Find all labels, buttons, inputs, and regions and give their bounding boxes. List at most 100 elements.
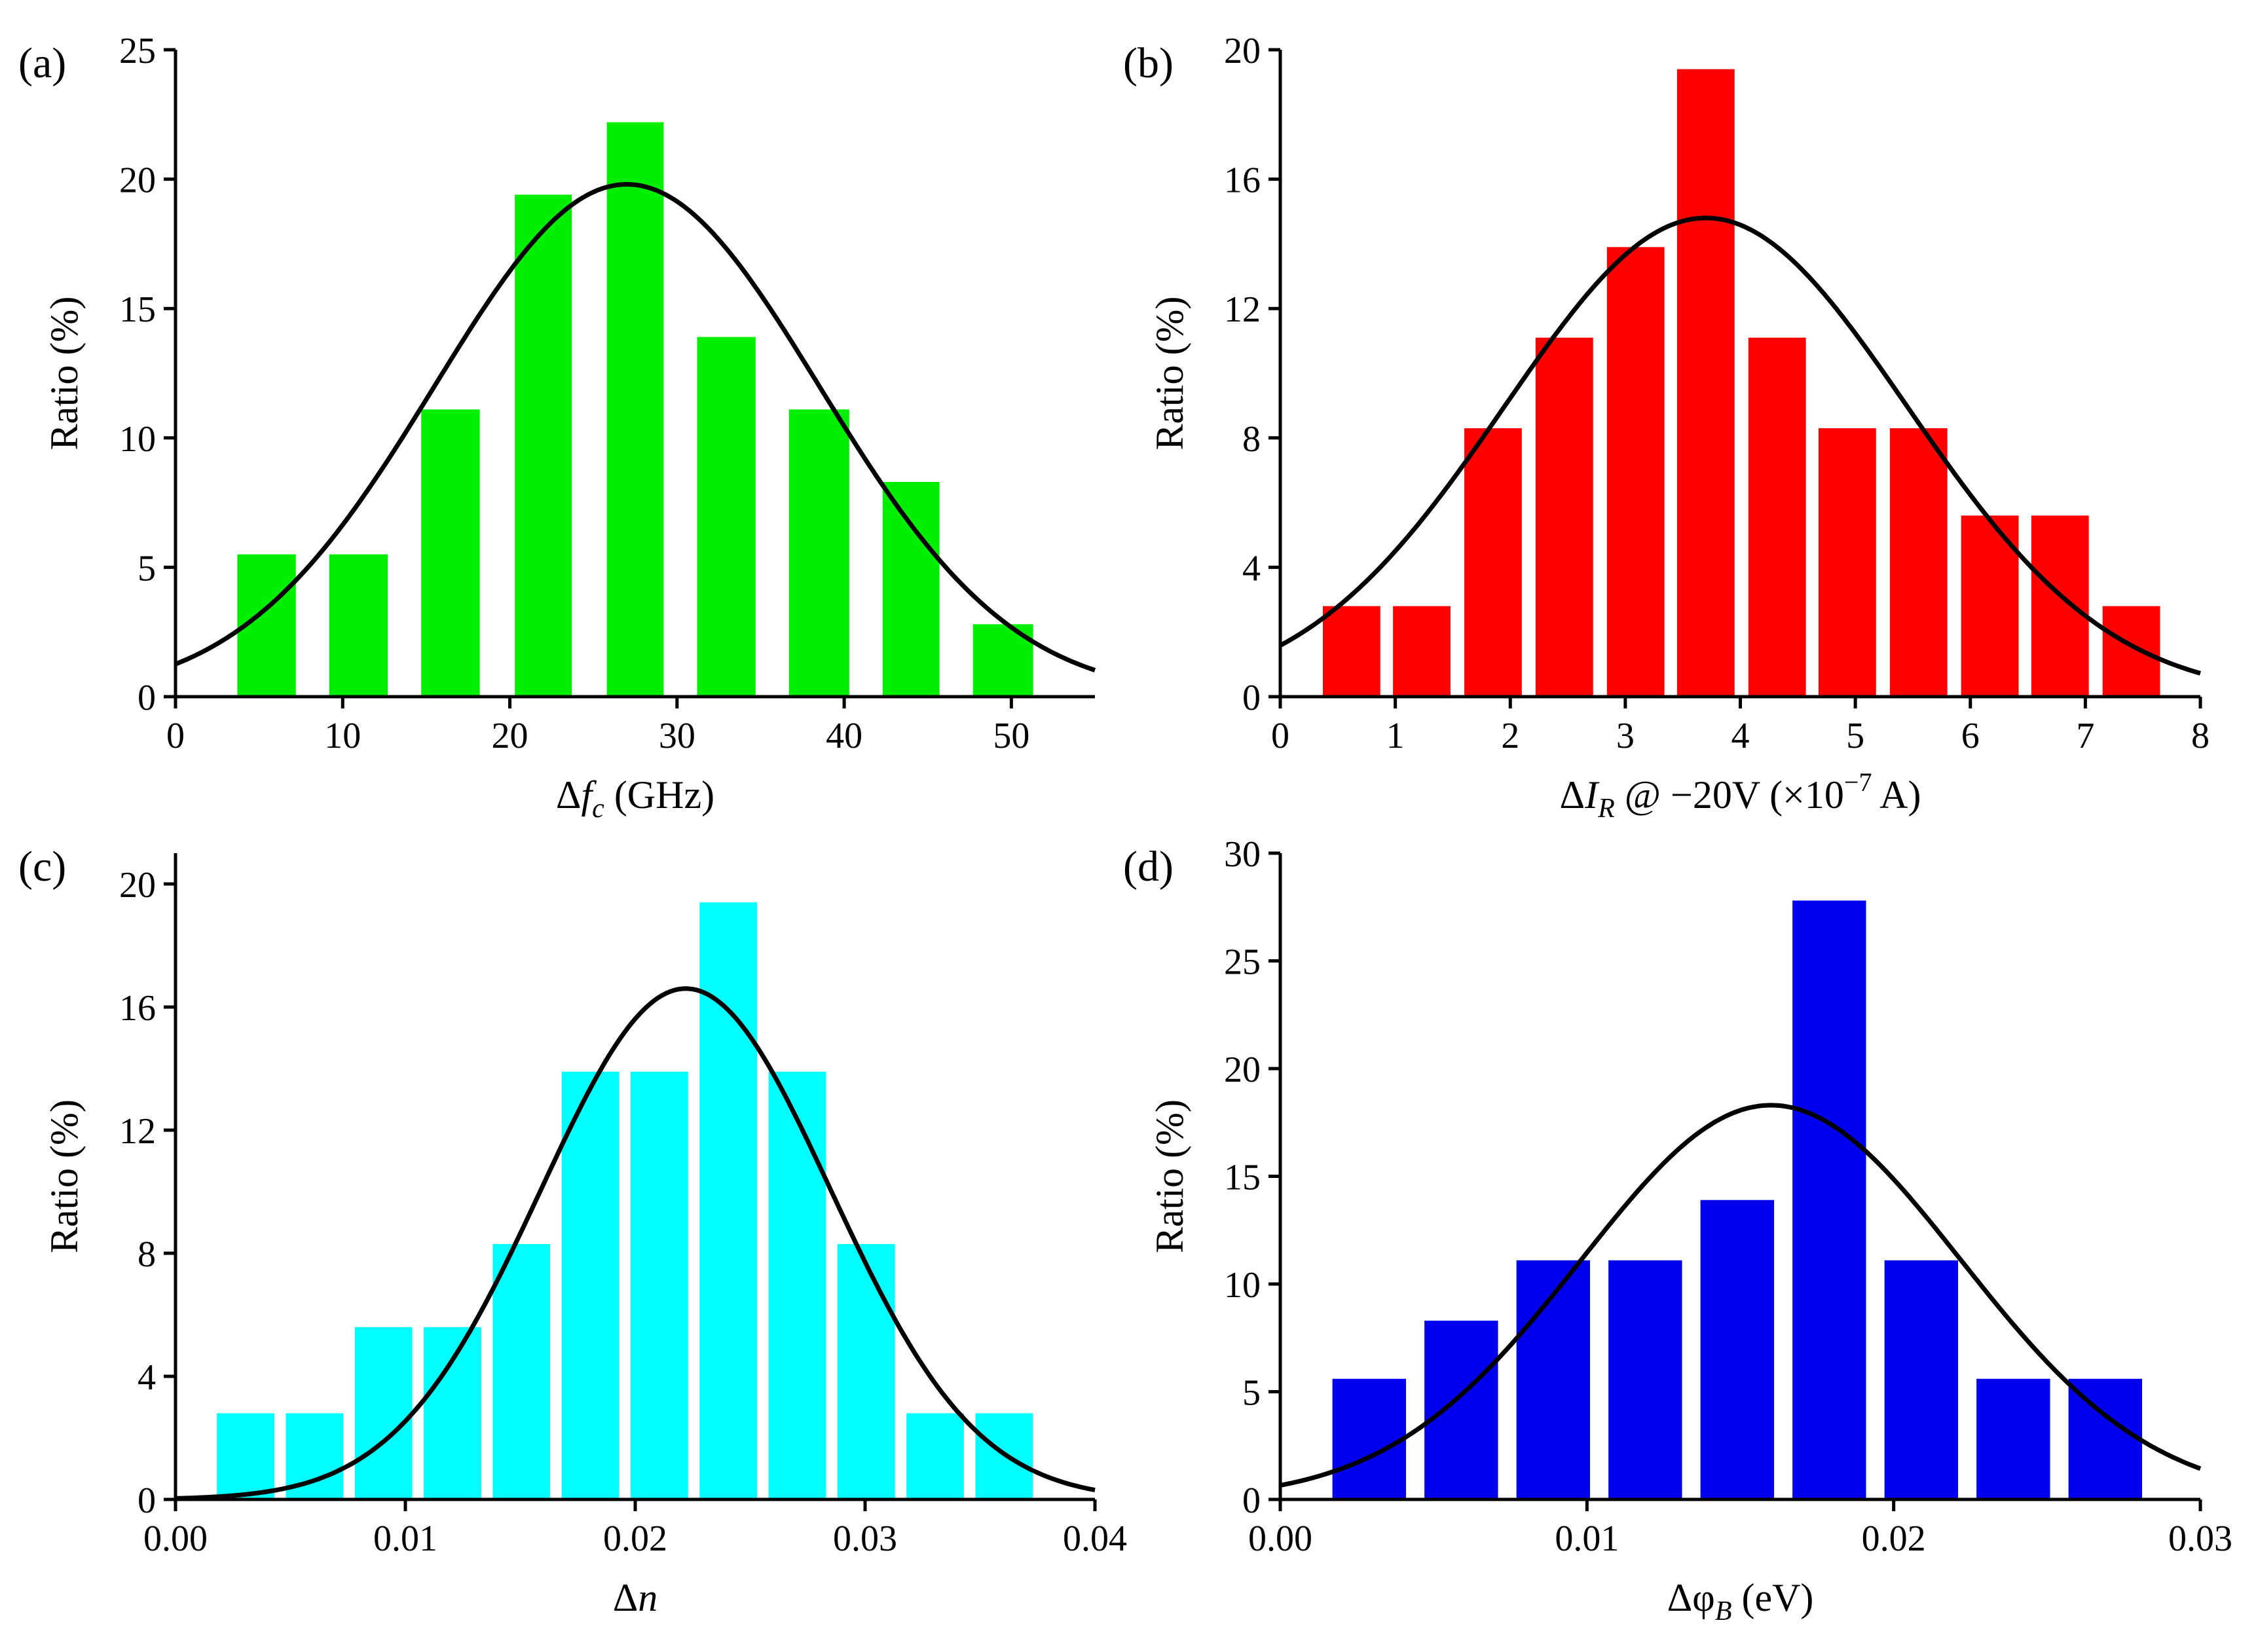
y-tick-label: 0 xyxy=(138,1480,156,1521)
x-tick-label: 40 xyxy=(826,716,862,756)
x-axis-title-part: c xyxy=(592,794,604,824)
y-tick-label: 12 xyxy=(1224,289,1261,330)
x-tick-label: 3 xyxy=(1616,716,1635,756)
bar xyxy=(1516,1260,1591,1499)
gaussian-fit-curve xyxy=(175,986,1096,1501)
x-axis-title-part: Δφ xyxy=(1667,1576,1715,1619)
x-tick-label: 0.03 xyxy=(2168,1518,2232,1559)
y-tick-label: 25 xyxy=(119,31,156,71)
x-axis-title-part: Δ xyxy=(556,773,582,817)
x-tick-label: 0.00 xyxy=(143,1518,208,1559)
x-axis-title-part: (eV) xyxy=(1731,1576,1813,1619)
y-tick-label: 8 xyxy=(138,1234,156,1275)
gaussian-fit-curve xyxy=(1280,1103,2202,1488)
bar xyxy=(1322,606,1380,697)
y-tick-label: 0 xyxy=(1242,678,1261,718)
y-tick-label: 10 xyxy=(119,419,156,460)
x-axis-title-part: −7 xyxy=(1844,767,1872,797)
x-tick-label: 4 xyxy=(1731,716,1750,756)
y-tick-label: 20 xyxy=(119,160,156,201)
y-tick-label: 12 xyxy=(119,1111,156,1152)
x-tick-label: 0.02 xyxy=(1862,1518,1926,1559)
y-tick-label: 15 xyxy=(119,289,156,330)
bar xyxy=(882,481,940,697)
y-tick-label: 0 xyxy=(138,678,156,718)
x-axis-title: Δn xyxy=(613,1576,658,1619)
bar xyxy=(1818,428,1876,697)
bar xyxy=(2031,515,2089,697)
bar xyxy=(1792,900,1866,1499)
bar xyxy=(421,409,480,697)
y-axis-title: Ratio (%) xyxy=(43,297,86,450)
bar xyxy=(788,409,849,697)
x-tick-label: 8 xyxy=(2191,716,2210,756)
x-tick-label: 0.00 xyxy=(1248,1518,1312,1559)
x-tick-label: 0 xyxy=(166,716,185,756)
y-tick-label: 5 xyxy=(138,548,156,589)
panel-label: (a) xyxy=(18,39,66,87)
bar xyxy=(697,337,756,697)
panel-label: (c) xyxy=(18,843,66,890)
x-tick-label: 0.04 xyxy=(1063,1518,1127,1559)
bar xyxy=(1606,247,1665,697)
bar xyxy=(561,1071,620,1499)
bar xyxy=(424,1327,481,1499)
bar xyxy=(1976,1378,2050,1499)
x-axis-title-part: I xyxy=(1584,773,1600,817)
y-tick-label: 5 xyxy=(1242,1373,1261,1414)
x-tick-label: 1 xyxy=(1386,716,1405,756)
bar xyxy=(1676,69,1735,697)
bar xyxy=(1393,606,1451,697)
x-axis-title-part: B xyxy=(1715,1596,1732,1626)
bar xyxy=(1464,428,1522,697)
x-axis-title: Δfc (GHz) xyxy=(556,773,714,824)
bar xyxy=(1889,428,1948,697)
y-axis-title: Ratio (%) xyxy=(1148,297,1191,450)
panel-d: 0.00 0.01 0.02 0.03 0 5 10 15 20 25 30 Ratio (%) ΔφB… xyxy=(1123,834,2232,1626)
x-tick-label: 2 xyxy=(1501,716,1519,756)
bar xyxy=(515,194,572,697)
bar xyxy=(630,1071,688,1499)
bar xyxy=(906,1413,964,1499)
y-tick-label: 16 xyxy=(1224,160,1261,201)
panel-c: 0.00 0.01 0.02 0.03 0.04 0 4 8 12 16 20 Ratio (%) Δn… xyxy=(18,843,1127,1619)
gaussian-fit-curve xyxy=(174,181,1096,672)
x-tick-label: 30 xyxy=(659,716,695,756)
x-tick-label: 6 xyxy=(1961,716,1980,756)
y-tick-label: 10 xyxy=(1224,1265,1261,1306)
x-tick-label: 10 xyxy=(324,716,361,756)
x-tick-label: 5 xyxy=(1846,716,1864,756)
x-tick-label: 20 xyxy=(492,716,528,756)
y-tick-label: 4 xyxy=(138,1357,156,1398)
x-axis-title: ΔφB (eV) xyxy=(1667,1576,1814,1626)
gaussian-fit-curve xyxy=(1279,215,2201,676)
bar xyxy=(492,1243,551,1499)
x-tick-label: 0.01 xyxy=(373,1518,437,1559)
bar xyxy=(699,902,758,1499)
bar xyxy=(217,1413,274,1499)
y-tick-label: 15 xyxy=(1224,1158,1261,1198)
x-tick-label: 0 xyxy=(1271,716,1289,756)
bar xyxy=(606,122,664,697)
bar xyxy=(837,1243,895,1499)
y-tick-label: 16 xyxy=(119,988,156,1029)
x-tick-label: 50 xyxy=(993,716,1029,756)
x-tick-label: 7 xyxy=(2076,716,2094,756)
x-axis-title-part: A) xyxy=(1872,773,1921,817)
y-tick-label: 20 xyxy=(119,865,156,906)
y-tick-label: 4 xyxy=(1242,548,1261,589)
bar xyxy=(1884,1260,1959,1499)
x-tick-label: 0.01 xyxy=(1555,1518,1619,1559)
x-axis-title-part: @ −20V (×10 xyxy=(1615,773,1844,817)
y-tick-label: 8 xyxy=(1242,419,1261,460)
y-axis-title: Ratio (%) xyxy=(1148,1099,1191,1253)
y-tick-label: 20 xyxy=(1224,1050,1261,1090)
y-tick-label: 25 xyxy=(1224,942,1261,983)
bar xyxy=(354,1327,413,1499)
bar xyxy=(1608,1260,1682,1499)
bar xyxy=(1424,1320,1498,1499)
y-tick-label: 20 xyxy=(1224,31,1261,71)
x-axis-title-part: (GHz) xyxy=(604,773,714,817)
y-tick-label: 30 xyxy=(1224,834,1261,875)
